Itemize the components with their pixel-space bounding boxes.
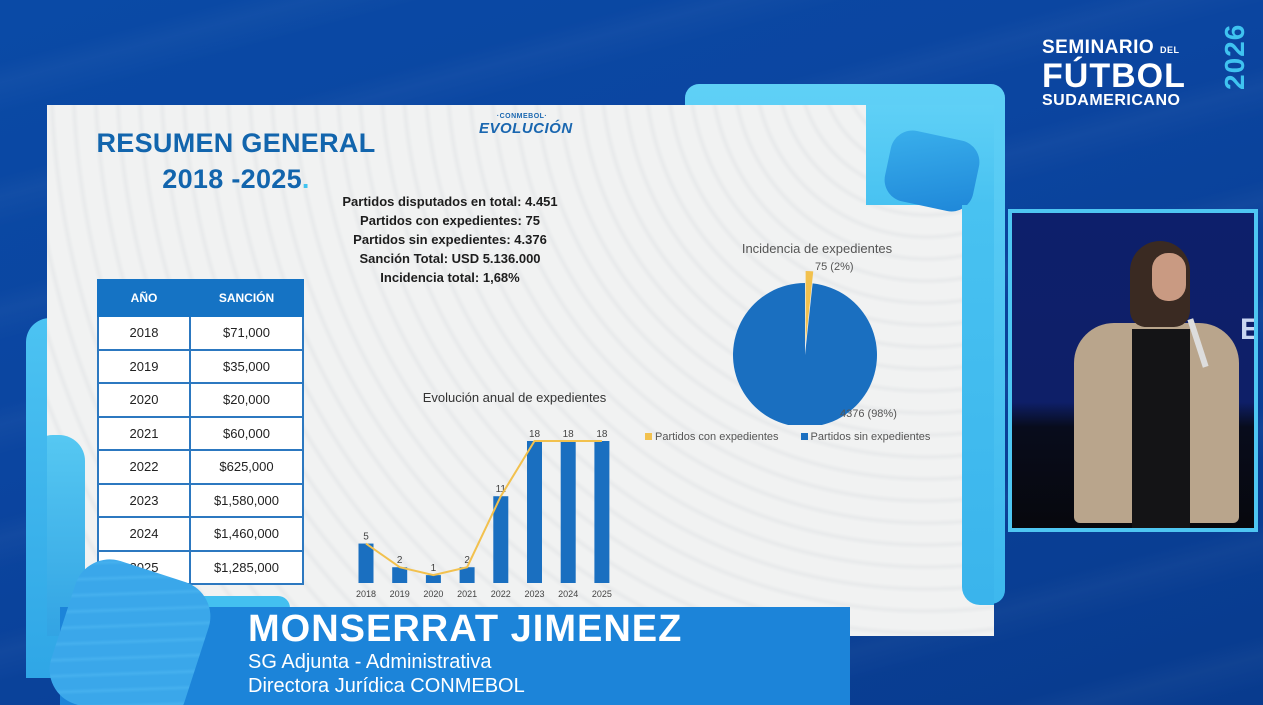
- table-row: 2024 $1,460,000: [97, 516, 304, 552]
- pie-slice: [805, 271, 814, 344]
- bar-value-label: 2: [397, 555, 403, 566]
- speaker-role-2: Directora Jurídica CONMEBOL: [248, 675, 525, 697]
- x-axis-label: 2018: [356, 589, 376, 599]
- presentation-slide: RESUMEN GENERAL 2018 -2025. ·CONMEBOL· E…: [47, 105, 994, 636]
- bar: [493, 496, 509, 583]
- table-row: 2018 $71,000: [97, 315, 304, 351]
- stat-total-incidence: Incidencia total: 1,68%: [380, 270, 520, 285]
- speaker-camera-frame: E: [1008, 209, 1258, 532]
- legend-label: Partidos sin expedientes: [810, 431, 931, 443]
- table-row: 2023 $1,580,000: [97, 482, 304, 518]
- column-header-sanction: SANCIÓN: [189, 279, 304, 317]
- column-header-year: AÑO: [97, 279, 191, 317]
- bar: [358, 543, 374, 583]
- cell-year: 2018: [97, 315, 191, 351]
- cell-sanction: $35,000: [189, 348, 304, 384]
- event-brand-logo: SEMINARIO DEL FÚTBOL SUDAMERICANO 2026: [1042, 24, 1250, 110]
- x-axis-label: 2020: [423, 589, 443, 599]
- bar: [392, 567, 408, 583]
- cell-sanction: $60,000: [189, 415, 304, 451]
- logo-top-text: ·CONMEBOL·: [496, 113, 548, 120]
- cell-year: 2020: [97, 382, 191, 418]
- table-header-row: AÑO SANCIÓN: [97, 279, 304, 317]
- pie-label-without-files: 4376 (98%): [840, 408, 897, 420]
- bar: [459, 567, 475, 583]
- cell-sanction: $625,000: [189, 449, 304, 485]
- cell-sanction: $71,000: [189, 315, 304, 351]
- title-line-1: RESUMEN GENERAL: [96, 128, 376, 158]
- table-row: 2022 $625,000: [97, 449, 304, 485]
- legend-swatch-yellow: [645, 433, 652, 440]
- stat-matches-without-files: Partidos sin expedientes: 4.376: [353, 232, 547, 247]
- pie-label-with-files: 75 (2%): [815, 261, 854, 273]
- cell-year: 2024: [97, 516, 191, 552]
- legend-swatch-blue: [800, 433, 808, 440]
- brand-line-3: SUDAMERICANO: [1042, 92, 1181, 109]
- stat-total-matches: Partidos disputados en total: 4.451: [342, 194, 558, 209]
- speaker-face: [1152, 253, 1186, 301]
- cell-year: 2021: [97, 415, 191, 451]
- cell-sanction: $1,460,000: [189, 516, 304, 552]
- bar: [560, 441, 576, 583]
- cell-year: 2019: [97, 348, 191, 384]
- legend-item-with-files: Partidos con expedientes: [645, 431, 779, 443]
- summary-stats: Partidos disputados en total: 4.451 Part…: [315, 192, 585, 287]
- x-axis-label: 2022: [491, 589, 511, 599]
- cell-year: 2022: [97, 449, 191, 485]
- speaker-video: E: [1012, 213, 1254, 528]
- annual-files-bar-chart: 5 2018 2 2019 1 2020 2 2021 11 2022 18 2023 18 2024 18…: [356, 429, 612, 599]
- incidence-pie-chart: [733, 271, 877, 425]
- slide-right-accent: [962, 205, 994, 605]
- bar-value-label: 1: [431, 563, 437, 574]
- bar-value-label: 11: [496, 484, 507, 495]
- x-axis-label: 2025: [592, 589, 612, 599]
- table-row: 2020 $20,000: [97, 382, 304, 418]
- cell-year: 2023: [97, 482, 191, 518]
- pie-legend: Partidos con expedientes Partidos sin ex…: [645, 431, 930, 443]
- stat-matches-with-files: Partidos con expedientes: 75: [360, 213, 540, 228]
- bar: [425, 575, 441, 583]
- pie-chart-title: Incidencia de expedientes: [741, 241, 893, 256]
- table-row: 2019 $35,000: [97, 348, 304, 384]
- brand-year: 2026: [1219, 23, 1250, 90]
- legend-label: Partidos con expedientes: [655, 431, 779, 443]
- bar-chart-title: Evolución anual de expedientes: [422, 390, 607, 405]
- sanctions-table: AÑO SANCIÓN 2018 $71,000 2019 $35,000 2020…: [97, 279, 304, 585]
- logo-bottom-text: EVOLUCIÓN: [479, 120, 573, 137]
- cell-sanction: $1,580,000: [189, 482, 304, 518]
- title-line-2: 2018 -2025: [162, 164, 302, 194]
- speaker-caption: MONSERRAT JIMENEZ SG Adjunta - Administr…: [248, 608, 682, 698]
- bar-value-label: 18: [563, 429, 575, 440]
- x-axis-label: 2019: [390, 589, 410, 599]
- brand-line-1: SEMINARIO: [1042, 37, 1155, 58]
- bar-value-label: 18: [596, 429, 608, 440]
- x-axis-label: 2024: [558, 589, 578, 599]
- bar-value-label: 18: [529, 429, 541, 440]
- speaker-role-1: SG Adjunta - Administrativa: [248, 651, 492, 673]
- brand-line-1-suffix: DEL: [1159, 45, 1180, 55]
- cell-sanction: $1,285,000: [189, 549, 304, 585]
- title-dot: .: [301, 164, 310, 194]
- bar-value-label: 5: [363, 532, 369, 543]
- slide-title: RESUMEN GENERAL 2018 -2025.: [91, 125, 381, 197]
- x-axis-label: 2021: [457, 589, 477, 599]
- pie-slice: [733, 283, 877, 425]
- bar: [594, 441, 610, 583]
- conmebol-evolucion-logo: ·CONMEBOL· EVOLUCIÓN: [479, 112, 573, 137]
- stage-screen-text: E: [1240, 313, 1254, 346]
- x-axis-label: 2023: [524, 589, 544, 599]
- brand-line-2: FÚTBOL: [1042, 57, 1186, 95]
- cell-sanction: $20,000: [189, 382, 304, 418]
- trend-line: [365, 440, 602, 577]
- speaker-name: MONSERRAT JIMENEZ: [248, 608, 683, 650]
- legend-item-without-files: Partidos sin expedientes: [800, 431, 931, 443]
- stat-total-sanction: Sanción Total: USD 5.136.000: [359, 251, 541, 266]
- bar: [527, 441, 542, 583]
- speaker-top: [1132, 329, 1190, 528]
- table-row: 2021 $60,000: [97, 415, 304, 451]
- bar-value-label: 2: [464, 555, 470, 566]
